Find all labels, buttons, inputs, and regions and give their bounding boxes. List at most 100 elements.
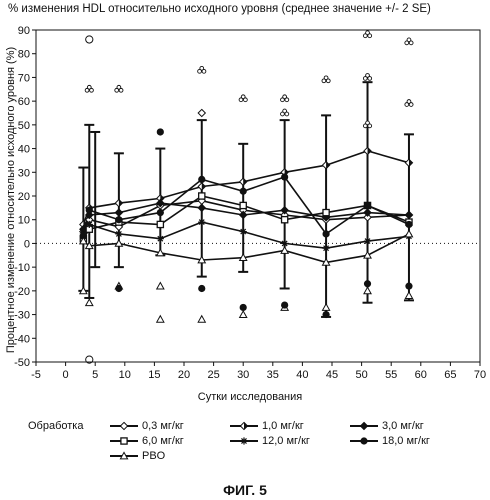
subject-point xyxy=(405,292,412,298)
legend-item: PBO xyxy=(110,450,165,462)
legend-swatch xyxy=(350,436,378,446)
legend-item: 6,0 мг/кг xyxy=(110,435,184,447)
legend-marker-shape xyxy=(240,437,247,444)
subject-point xyxy=(86,299,93,305)
series-line-4 xyxy=(83,222,409,248)
legend-marker-shape xyxy=(120,452,127,458)
series-point-5 xyxy=(322,230,329,237)
series-point-3 xyxy=(323,210,329,216)
legend: Обработка 0,3 мг/кг 1,0 мг/кг 3,0 мг/кг 6,0… xyxy=(0,420,490,480)
series-line-6 xyxy=(83,234,409,263)
legend-marker xyxy=(350,436,378,446)
plot-frame xyxy=(36,30,480,362)
subject-point-b xyxy=(322,79,326,83)
subject-point xyxy=(364,287,371,293)
y-tick-label: 10 xyxy=(18,215,30,227)
subject-point-b xyxy=(363,77,367,81)
x-tick-label: -5 xyxy=(31,369,41,381)
subject-point xyxy=(240,311,247,317)
legend-swatch xyxy=(110,451,138,461)
legend-marker-shape xyxy=(121,438,127,444)
y-tick-label: 50 xyxy=(18,120,30,132)
x-tick-label: 65 xyxy=(444,369,456,381)
figure-caption: ФИГ. 5 xyxy=(0,482,490,498)
series-point-4 xyxy=(322,245,329,252)
subject-point-b xyxy=(363,34,367,38)
y-tick-label: 20 xyxy=(18,191,30,203)
series-point-2 xyxy=(198,204,205,211)
legend-marker xyxy=(230,436,258,446)
legend-marker xyxy=(350,421,378,431)
legend-item: 12,0 мг/кг xyxy=(230,435,310,447)
series-point-3 xyxy=(199,193,205,199)
legend-marker-shape xyxy=(360,437,367,444)
subject-point-c xyxy=(409,103,413,107)
subject-point-b xyxy=(405,103,409,107)
axes: -50510152025303540455055606570-50-40-30-… xyxy=(14,25,486,381)
legend-item: 1,0 мг/кг xyxy=(230,420,304,432)
series-point-6 xyxy=(405,230,412,236)
subject-point-c xyxy=(368,77,372,81)
series-point-4 xyxy=(86,221,93,228)
subject-point-c xyxy=(119,88,123,92)
series-point-5 xyxy=(198,176,205,183)
legend-title: Обработка xyxy=(28,420,83,432)
x-tick-label: 40 xyxy=(296,369,308,381)
legend-label: 3,0 мг/кг xyxy=(382,420,424,432)
series-point-4 xyxy=(115,230,122,237)
subject-point-c xyxy=(90,88,94,92)
series-point-5 xyxy=(281,173,288,180)
series-point-5 xyxy=(86,207,93,214)
subject-point-c xyxy=(244,98,248,102)
legend-swatch xyxy=(350,421,378,431)
x-tick-label: 0 xyxy=(63,369,69,381)
series-point-3 xyxy=(240,202,246,208)
legend-label: 0,3 мг/кг xyxy=(142,420,184,432)
x-tick-label: 35 xyxy=(267,369,279,381)
subject-point-b xyxy=(281,112,285,116)
series-point-5 xyxy=(405,221,412,228)
subject-point-c xyxy=(368,124,372,128)
subject-point xyxy=(322,311,329,318)
series-point-2 xyxy=(281,207,288,214)
individual-points xyxy=(80,31,413,363)
legend-marker xyxy=(110,451,138,461)
subject-point-c xyxy=(326,79,330,83)
legend-marker xyxy=(110,436,138,446)
y-tick-label: 60 xyxy=(18,96,30,108)
x-tick-label: 5 xyxy=(92,369,98,381)
series-point-1-half xyxy=(326,162,330,169)
series-point-4 xyxy=(157,235,164,242)
y-tick-label: 30 xyxy=(18,167,30,179)
x-tick-label: 50 xyxy=(355,369,367,381)
subject-point xyxy=(115,285,122,292)
series-point-5 xyxy=(240,188,247,195)
legend-swatch xyxy=(110,421,138,431)
y-tick-label: -50 xyxy=(14,357,30,369)
series-point-2 xyxy=(240,211,247,218)
legend-item: 0,3 мг/кг xyxy=(110,420,184,432)
subject-point-c xyxy=(409,41,413,45)
subject-point-b xyxy=(198,69,202,73)
y-tick-label: 0 xyxy=(24,238,30,250)
legend-swatch xyxy=(110,436,138,446)
subject-point xyxy=(198,285,205,292)
series-point-3 xyxy=(282,217,288,223)
y-tick-label: 80 xyxy=(18,49,30,61)
series-point-3 xyxy=(157,221,163,227)
subject-point xyxy=(405,283,412,290)
legend-marker xyxy=(230,421,258,431)
x-tick-label: 15 xyxy=(148,369,160,381)
x-tick-label: 45 xyxy=(326,369,338,381)
legend-label: 6,0 мг/кг xyxy=(142,435,184,447)
series-point-1-half xyxy=(202,183,206,190)
x-tick-label: 10 xyxy=(119,369,131,381)
subject-point-b xyxy=(405,41,409,45)
series-point-5 xyxy=(364,202,371,209)
subject-point xyxy=(198,109,205,116)
series-point-4 xyxy=(198,218,205,225)
chart-plot: -50510152025303540455055606570-50-40-30-… xyxy=(0,0,490,420)
legend-item: 18,0 мг/кг xyxy=(350,435,430,447)
y-axis-label: Процентное изменение относительно исходн… xyxy=(5,47,17,353)
legend-label: 12,0 мг/кг xyxy=(262,435,310,447)
